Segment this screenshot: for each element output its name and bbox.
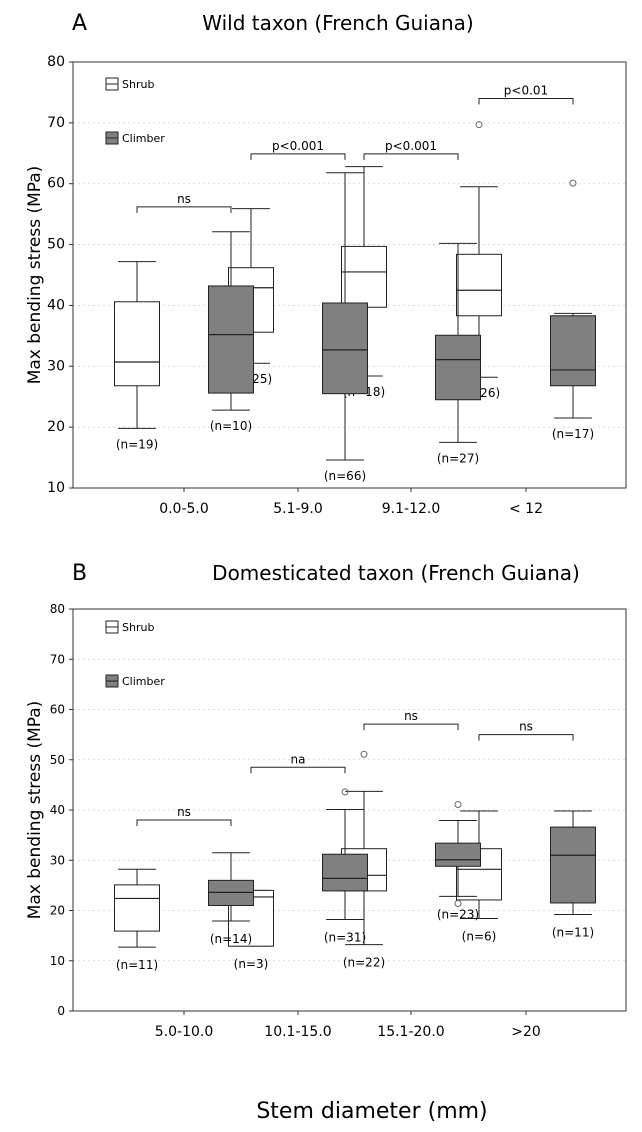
panel-a-y-tick-label: 50 <box>47 237 65 253</box>
panel-b-significance-bracket <box>136 819 232 827</box>
panel-b-shrub-n-label: (n=11) <box>116 958 158 972</box>
panel-b-x-tick-label: >20 <box>511 1024 541 1040</box>
panel-b-chart: 0 10 20 30 40 50 60 70 80 Max bending stress (MPa… <box>25 602 627 1040</box>
panel-a-climber-n-label: (n=17) <box>552 427 594 441</box>
panel-b-shrub-box <box>114 884 160 932</box>
panel-a-letter: A <box>72 11 87 36</box>
panel-b-y-tick-label: 40 <box>50 803 65 817</box>
panel-a-significance-label: p<0.001 <box>272 139 324 153</box>
panel-b-y-tick-label: 80 <box>50 602 65 616</box>
panel-a-x-tick-label: 5.1-9.0 <box>273 501 323 517</box>
panel-a-significance-bracket <box>136 206 232 213</box>
panel-b-y-tick-label: 20 <box>50 904 65 918</box>
panel-a-shrub-outlier <box>475 121 483 129</box>
panel-a-climber-box <box>208 285 254 394</box>
panel-b-legend-label: Shrub <box>122 621 154 634</box>
panel-a-y-tick-label: 20 <box>47 419 65 435</box>
panel-b-title: Domesticated taxon (French Guiana) <box>212 561 580 585</box>
panel-a-y-tick-label: 40 <box>47 297 65 313</box>
panel-a-y-tick-label: 10 <box>47 480 65 496</box>
panel-a-x-tick-label: 9.1-12.0 <box>382 501 441 517</box>
panel-b-climber-n-label: (n=31) <box>324 931 366 945</box>
panel-a-significance-label: p<0.001 <box>385 139 437 153</box>
panel-a-legend-label: Shrub <box>122 78 154 91</box>
panel-b-y-tick-label: 0 <box>57 1004 65 1018</box>
panel-b-climber-outlier <box>454 800 462 808</box>
panel-a-shrub-box <box>341 245 387 308</box>
panel-b-y-tick-label: 60 <box>50 703 65 717</box>
panel-b-y-tick-label: 30 <box>50 853 65 867</box>
panel-b-significance-label: na <box>291 752 306 766</box>
panel-b-x-tick-label: 15.1-20.0 <box>377 1024 444 1040</box>
panel-a-plot-frame <box>72 61 627 489</box>
panel-a-climber-box <box>550 315 596 387</box>
panel-b-shrub-outlier <box>360 750 368 758</box>
panel-b-climber-n-label: (n=23) <box>437 907 479 921</box>
panel-a-significance-label: ns <box>177 192 191 206</box>
panel-b-climber-box <box>322 853 368 892</box>
panel-b-significance-label: ns <box>404 709 418 723</box>
panel-a-chart: 10 20 30 40 50 60 70 80 Max bending stress (MPa)… <box>25 54 627 517</box>
panel-b-y-tick-label: 10 <box>50 954 65 968</box>
panel-a-shrub-n-label: (n=19) <box>116 437 158 451</box>
panel-a-y-tick-label: 30 <box>47 358 65 374</box>
panel-a-climber-n-label: (n=10) <box>210 419 252 433</box>
panel-b-significance-bracket <box>250 766 346 774</box>
panel-a-shrub-box <box>114 301 160 387</box>
panel-a-y-tick-label: 60 <box>47 176 65 192</box>
panel-b-significance-bracket <box>478 734 574 741</box>
panel-b-shrub-n-label: (n=22) <box>343 956 385 970</box>
panel-a-significance-bracket <box>363 153 459 160</box>
shared-x-axis-label: Stem diameter (mm) <box>256 1099 487 1124</box>
panel-b-climber-box <box>550 826 596 904</box>
panel-a-title: Wild taxon (French Guiana) <box>202 11 473 35</box>
panel-a-climber-n-label: (n=66) <box>324 469 366 483</box>
panel-a-significance-bracket <box>250 153 346 160</box>
panel-b-y-tick-label: 70 <box>50 652 65 666</box>
panel-a-climber-outlier <box>569 179 577 187</box>
panel-b-climber-outlier <box>454 899 462 907</box>
panel-b-significance-bracket <box>363 723 459 731</box>
panel-b-climber-box <box>435 842 481 867</box>
panel-b-significance-label: ns <box>519 720 533 734</box>
panel-a-x-tick-label: < 12 <box>509 501 543 517</box>
panel-b-y-axis-label: Max bending stress (MPa) <box>25 701 45 920</box>
panel-b-shrub-n-label: (n=6) <box>462 930 497 944</box>
panel-b-significance-label: ns <box>177 805 191 819</box>
panel-b-climber-n-label: (n=11) <box>552 926 594 940</box>
panel-b-y-tick-label: 50 <box>50 753 65 767</box>
panel-a-climber-box <box>435 334 481 401</box>
panel-a-significance-label: p<0.01 <box>504 84 548 98</box>
panel-b-x-tick-label: 5.0-10.0 <box>155 1024 214 1040</box>
panel-b-legend-label: Climber <box>122 675 165 688</box>
panel-b-climber-n-label: (n=14) <box>210 932 252 946</box>
panel-a-y-tick-label: 80 <box>47 54 65 70</box>
panel-a-significance-bracket <box>478 98 574 105</box>
panel-b-x-tick-label: 10.1-15.0 <box>264 1024 331 1040</box>
panel-a-climber-n-label: (n=27) <box>437 451 479 465</box>
panel-a-x-tick-label: 0.0-5.0 <box>159 501 209 517</box>
panel-a-legend-label: Climber <box>122 132 165 145</box>
panel-a-y-tick-label: 70 <box>47 115 65 131</box>
panel-b-shrub-n-label: (n=3) <box>234 957 269 971</box>
panel-a-climber-box <box>322 302 368 395</box>
panel-b-climber-outlier <box>341 788 349 796</box>
panel-b-letter: B <box>72 561 87 586</box>
panel-a-y-axis-label: Max bending stress (MPa) <box>25 166 45 385</box>
panel-a-shrub-box <box>456 253 502 317</box>
